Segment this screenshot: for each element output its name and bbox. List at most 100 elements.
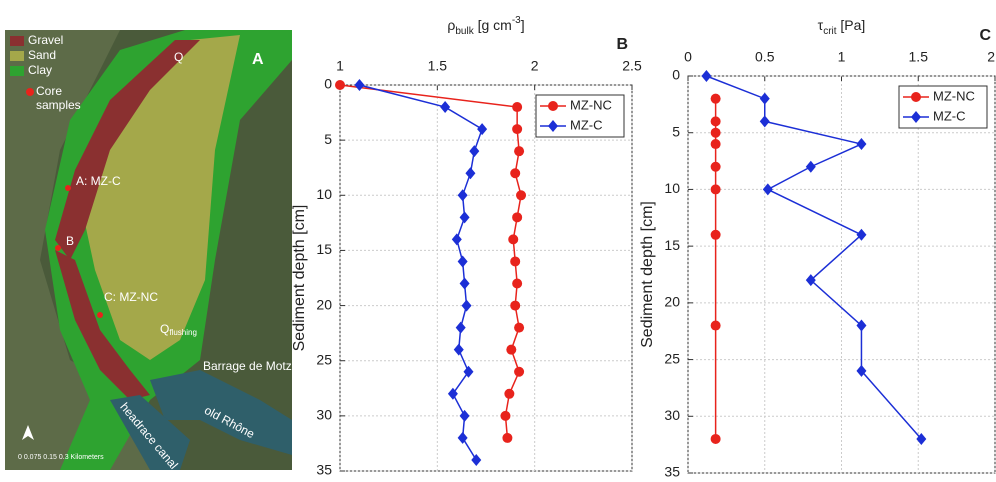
legend-label: Gravel	[28, 33, 63, 47]
marker	[512, 102, 523, 113]
site-label: B	[66, 234, 74, 248]
marker	[506, 344, 517, 355]
scale-label: 0 0.075 0.15 0.3 Kilometers	[18, 454, 104, 461]
marker	[856, 138, 867, 151]
panel-label: B	[616, 36, 628, 53]
site-label: C: MZ-NC	[104, 290, 158, 304]
marker	[805, 160, 816, 173]
x-tick-label: 2.5	[622, 58, 642, 74]
flow-label: Q	[174, 50, 183, 64]
x-tick-label: 2	[987, 49, 995, 65]
marker	[354, 79, 365, 91]
plot-area	[687, 75, 996, 474]
marker	[463, 365, 474, 378]
canal	[110, 395, 190, 470]
title-part: ]	[521, 17, 525, 33]
x-tick-label: 0	[684, 49, 692, 65]
site-label: A: MZ-C	[76, 174, 121, 188]
y-tick-label: 25	[664, 350, 680, 366]
marker	[548, 101, 558, 111]
marker	[502, 432, 513, 443]
gravel-zone	[55, 250, 150, 400]
title-part: bulk	[455, 26, 474, 37]
marker	[512, 212, 523, 223]
marker	[911, 92, 921, 102]
marker	[459, 211, 470, 224]
panel-label: A	[252, 51, 264, 68]
x-tick-label: 1	[336, 58, 344, 74]
marker	[335, 80, 345, 90]
x-tick-label: 1	[838, 49, 846, 65]
marker	[856, 228, 867, 241]
y-tick-label: 25	[316, 351, 332, 367]
legend-label: MZ-C	[570, 117, 603, 132]
marker	[516, 190, 527, 201]
north-arrow	[22, 425, 34, 440]
marker	[514, 322, 525, 333]
gravel-zone	[55, 40, 200, 260]
y-tick-label: 10	[316, 186, 332, 202]
marker	[710, 433, 721, 444]
title-part: crit	[823, 26, 837, 37]
river	[150, 370, 292, 455]
y-tick-label: 20	[664, 294, 680, 310]
marker	[471, 453, 482, 466]
legend-label: Clay	[28, 63, 52, 77]
marker	[459, 277, 470, 290]
marker	[805, 274, 816, 287]
marker	[710, 127, 721, 138]
marker	[856, 364, 867, 377]
marker	[710, 229, 721, 240]
map-panel: Gravel Sand Clay Core samples A Q A: MZ-…	[5, 30, 292, 472]
y-tick-label: 0	[324, 76, 332, 92]
legend-swatch	[10, 36, 24, 46]
legend-label: MZ-NC	[570, 97, 612, 112]
marker	[911, 111, 921, 123]
marker	[548, 120, 558, 132]
title-part: ρ	[447, 17, 455, 33]
marker	[916, 432, 927, 445]
x-tick-label: 1.5	[909, 49, 929, 65]
marker	[455, 321, 466, 334]
legend-swatch	[10, 66, 24, 76]
marker	[457, 431, 468, 444]
marker	[469, 145, 480, 158]
marker	[447, 387, 458, 400]
marker	[510, 300, 521, 311]
title-part: [g cm	[474, 17, 512, 33]
legend-label: MZ-NC	[933, 88, 975, 103]
site-marker	[55, 245, 61, 251]
marker	[759, 92, 770, 105]
title-part: -3	[512, 15, 521, 26]
legend-label: samples	[36, 98, 81, 112]
y-tick-label: 15	[664, 237, 680, 253]
marker	[504, 388, 515, 399]
legend-label: MZ-C	[933, 108, 966, 123]
y-tick-label: 35	[664, 464, 680, 480]
marker	[440, 101, 451, 114]
y-tick-label: 15	[316, 241, 332, 257]
flow-subscript: flushing	[169, 328, 197, 337]
x-tick-label: 0.5	[755, 49, 775, 65]
flow-label: Qflushing	[160, 322, 197, 337]
y-tick-label: 30	[316, 407, 332, 423]
y-tick-label: 0	[672, 67, 680, 83]
x-tick-label: 2	[531, 58, 539, 74]
legend-marker	[26, 88, 34, 96]
flow-symbol: Q	[160, 322, 169, 336]
marker	[457, 255, 468, 268]
terrain	[5, 30, 150, 470]
marker	[453, 343, 464, 356]
marker	[514, 366, 525, 377]
y-tick-label: 5	[672, 123, 680, 139]
y-axis-label: Sediment depth [cm]	[291, 205, 308, 352]
marker	[514, 146, 525, 157]
y-tick-label: 35	[316, 462, 332, 478]
sand-zone	[80, 35, 240, 360]
legend-swatch	[10, 51, 24, 61]
marker	[461, 299, 472, 312]
marker	[512, 124, 523, 135]
y-tick-label: 20	[316, 296, 332, 312]
legend-label: Core	[36, 84, 62, 98]
